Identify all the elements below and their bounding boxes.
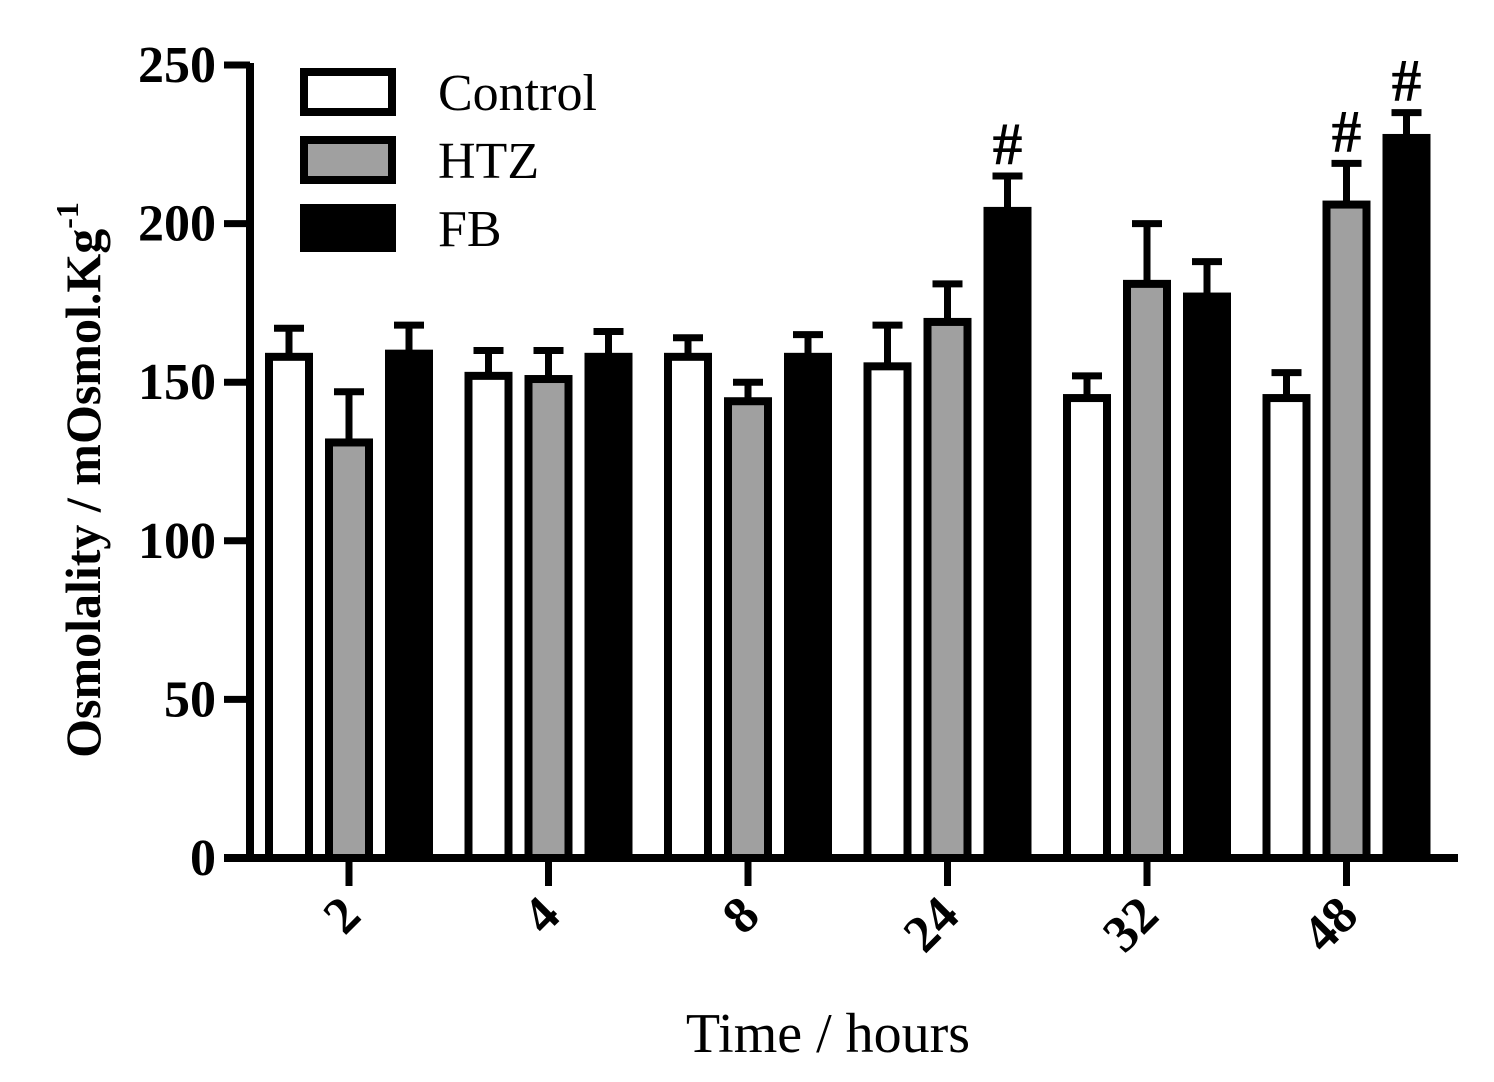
bar-fb-24 [983, 206, 1032, 863]
y-axis-title-main: Osmolality / mOsmol.Kg [55, 229, 111, 758]
legend-swatch-fb [300, 204, 396, 252]
legend-label-control: Control [438, 65, 597, 122]
bar-htz-32 [1123, 279, 1171, 863]
bar-control-4 [464, 371, 513, 862]
bar-fb-8 [784, 352, 832, 862]
axes-layer [224, 63, 1458, 862]
bar-control-8 [664, 352, 712, 862]
x-tick-label-8: 8 [712, 886, 771, 945]
x-tick-label-32: 32 [1092, 886, 1169, 963]
y-axis-title-superscript: -1 [49, 202, 85, 229]
bar-fb-2 [385, 349, 433, 862]
bar-fb-4 [584, 352, 633, 862]
x-tick-label-48: 48 [1292, 886, 1369, 963]
y-tick-label-0: 0 [190, 830, 216, 887]
y-tick-label-100: 100 [138, 513, 216, 570]
legend-swatch-control [300, 68, 396, 116]
bar-control-24 [863, 362, 912, 862]
significance-mark-htz-48: # [1332, 98, 1362, 164]
y-tick-label-150: 150 [138, 354, 216, 411]
bar-htz-24 [923, 317, 972, 862]
bar-htz-8 [724, 397, 772, 862]
bar-control-32 [1063, 394, 1111, 862]
x-ticks: 2 4 8 24 32 48 [313, 858, 1369, 963]
legend-label-fb: FB [438, 201, 502, 258]
y-tick-label-250: 250 [138, 37, 216, 94]
bar-control-2 [265, 352, 313, 862]
bar-htz-2 [325, 438, 373, 862]
legend: Control HTZ FB [300, 65, 597, 258]
y-ticks: 0 50 100 150 200 250 [138, 37, 250, 887]
bar-htz-48 [1322, 200, 1371, 862]
x-axis-title: Time / hours [686, 1003, 970, 1065]
y-axis-title: Osmolality / mOsmol.Kg-1 [49, 202, 111, 758]
y-tick-label-50: 50 [164, 671, 216, 728]
legend-label-htz: HTZ [438, 133, 539, 190]
x-tick-label-2: 2 [313, 886, 372, 945]
significance-mark-fb-24: # [993, 111, 1023, 177]
bar-fb-48 [1382, 133, 1431, 862]
x-tick-label-4: 4 [512, 886, 571, 945]
bar-fb-32 [1183, 292, 1231, 862]
bar-htz-4 [524, 375, 573, 862]
bar-control-48 [1262, 394, 1311, 862]
legend-swatch-htz [300, 136, 396, 184]
y-tick-label-200: 200 [138, 196, 216, 253]
x-tick-label-24: 24 [893, 886, 970, 963]
significance-mark-fb-48: # [1392, 48, 1422, 114]
